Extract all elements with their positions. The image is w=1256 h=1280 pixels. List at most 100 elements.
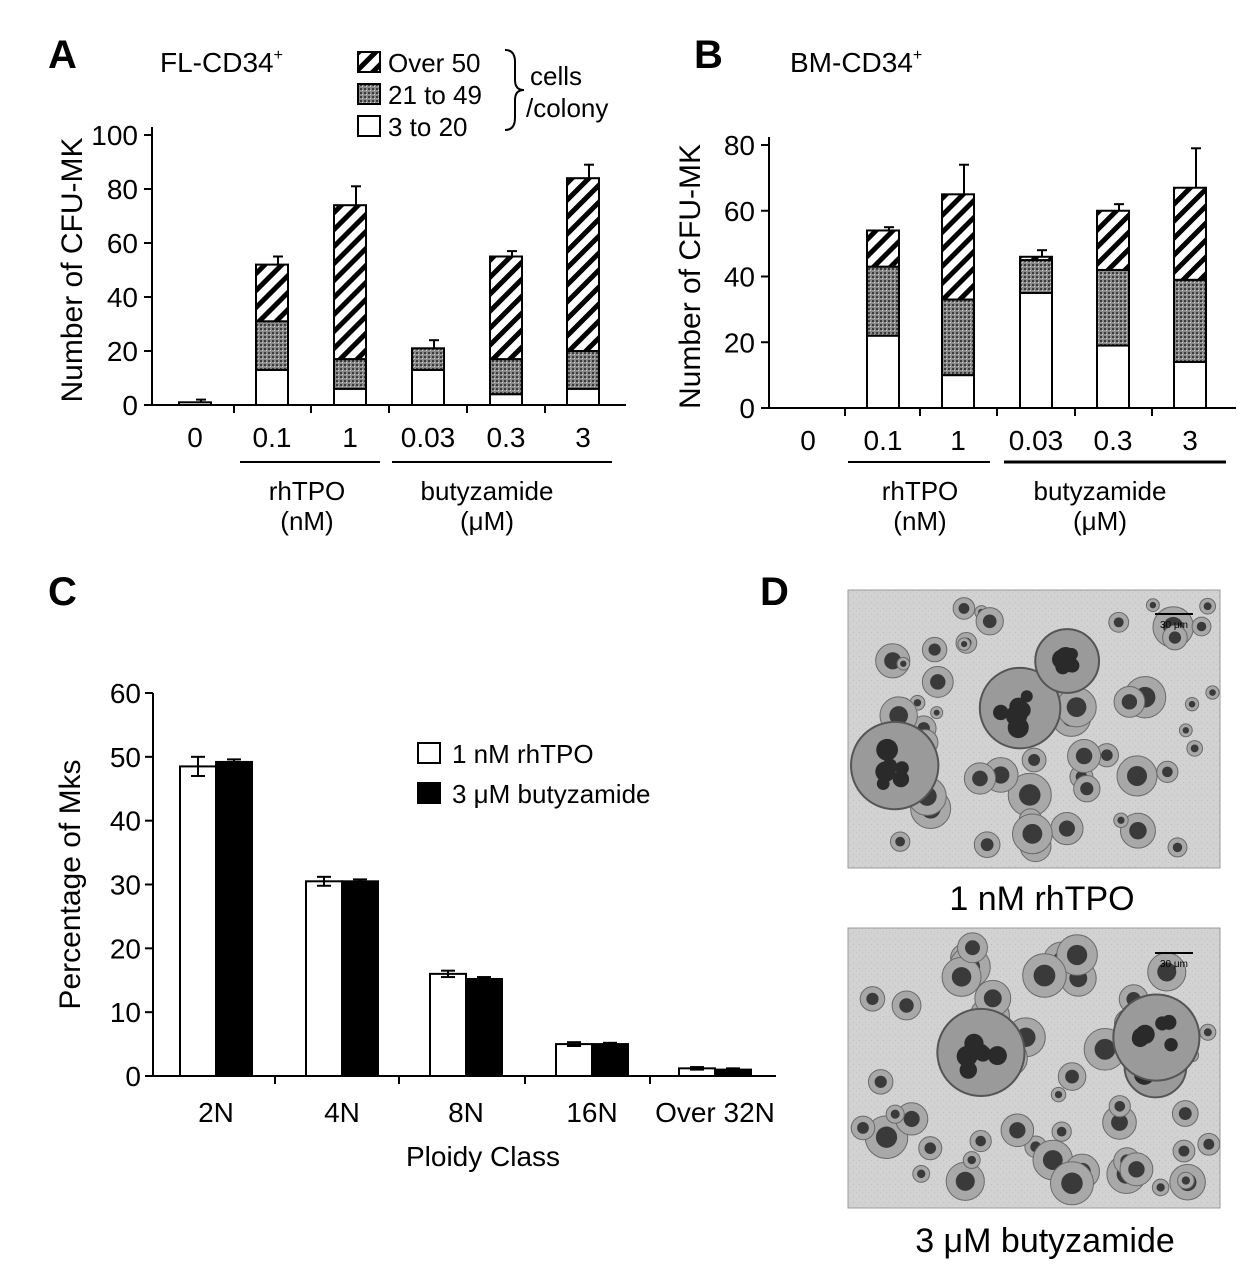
cell-nucleus — [1042, 1150, 1063, 1170]
x-tick-label: Over 32N — [655, 1097, 775, 1128]
legend-swatch-butyzamide — [417, 782, 441, 804]
cell-nucleus — [1196, 621, 1207, 632]
cell-nucleus — [980, 838, 994, 852]
panel-b-title: BM-CD34+ — [790, 47, 922, 78]
cell-nucleus — [1181, 1176, 1191, 1185]
cell-nucleus — [1188, 700, 1196, 708]
bar-segment — [866, 229, 900, 268]
bar — [465, 977, 503, 1077]
panel-letter-d: D — [760, 570, 789, 614]
megakaryocyte-nucleus — [882, 758, 898, 774]
cell-nucleus — [1178, 1145, 1190, 1157]
panel-a-title: FL-CD34+ — [160, 47, 283, 78]
cell-nucleus — [1117, 816, 1125, 824]
panel-a-title-text: FL-CD34 — [160, 47, 274, 78]
y-tick-label: 60 — [110, 678, 141, 709]
cell-nucleus — [967, 1155, 976, 1165]
cell-nucleus — [1203, 602, 1212, 611]
megakaryocyte-nucleus — [1065, 648, 1078, 661]
cell-nucleus — [1168, 631, 1182, 644]
cell-nucleus — [899, 998, 914, 1013]
y-tick-label: 60 — [724, 196, 755, 227]
micrograph-1-scale-label: 30 μm — [1160, 620, 1188, 631]
bar-segment — [1173, 278, 1207, 363]
legend-swatch-3to20 — [357, 115, 381, 137]
bar — [555, 1043, 593, 1078]
cell-nucleus — [1054, 1090, 1063, 1099]
cell-nucleus — [1129, 821, 1147, 840]
micrograph-1: 30 μm — [847, 589, 1221, 869]
cell-nucleus — [916, 1169, 926, 1179]
bar-segment — [1096, 344, 1130, 410]
x-tick-label: 8N — [448, 1097, 484, 1128]
y-tick-label: 20 — [107, 336, 138, 367]
cell-nucleus — [866, 992, 879, 1006]
y-tick-label: 40 — [724, 262, 755, 293]
legend-c: 1 nM rhTPO 3 μM butyzamide — [417, 739, 651, 809]
cell-nucleus — [1018, 784, 1041, 806]
cell-nucleus — [928, 643, 941, 656]
x-tick-label: 0.1 — [253, 422, 292, 453]
cell-nucleus — [1113, 617, 1124, 628]
y-tick-label: 60 — [107, 228, 138, 259]
panel-letter-a: A — [48, 33, 77, 77]
cell-nucleus — [965, 940, 980, 956]
legend-label-3to20: 3 to 20 — [388, 112, 468, 142]
cell-nucleus — [1162, 766, 1173, 778]
cell-nucleus — [1065, 1069, 1079, 1084]
legend-cells-label: cells — [530, 61, 582, 91]
rhtpo-label-a: rhTPO — [269, 476, 346, 506]
panel-a-title-sup: + — [274, 47, 283, 64]
cell-nucleus — [1149, 601, 1157, 609]
megakaryocyte-nucleus — [1132, 1027, 1150, 1045]
bar-segment — [1019, 255, 1053, 262]
bar-segment — [566, 350, 600, 390]
cell-nucleus — [857, 1122, 869, 1134]
rhtpo-unit-a: (nM) — [280, 506, 333, 536]
cell-nucleus — [992, 766, 1010, 784]
panel-b-title-sup: + — [913, 47, 922, 64]
cell-nucleus — [1009, 1122, 1026, 1139]
cell-nucleus — [1075, 747, 1093, 765]
cell-nucleus — [1209, 689, 1216, 696]
bar-segment — [255, 320, 289, 371]
bar — [215, 760, 253, 1077]
cell-nucleus — [961, 640, 968, 648]
megakaryocyte — [1112, 993, 1201, 1082]
cell-nucleus — [1101, 749, 1113, 762]
y-axis-label: Number of CFU-MK — [674, 144, 707, 409]
cell-nucleus — [900, 660, 907, 667]
cell-nucleus — [1033, 964, 1056, 987]
cell-nucleus — [1182, 727, 1190, 734]
y-tick-label: 10 — [110, 997, 141, 1028]
rhtpo-unit-b: (nM) — [893, 506, 946, 536]
legend-label-over50: Over 50 — [388, 48, 481, 78]
panel-letter-c: C — [48, 570, 77, 614]
bar-segment — [255, 368, 289, 406]
bar — [591, 1043, 629, 1078]
legend-swatch-over50 — [357, 51, 381, 73]
legend-ab: Over 50 21 to 49 3 to 20 cells /colony — [357, 48, 608, 142]
y-tick-label: 40 — [107, 282, 138, 313]
x-tick-label: 0.03 — [1009, 425, 1064, 456]
bar — [179, 765, 217, 1077]
cell-nucleus — [1066, 697, 1087, 718]
y-tick-label: 20 — [724, 327, 755, 358]
y-tick-label: 30 — [110, 870, 141, 901]
bar-segment — [566, 177, 600, 352]
cell-nucleus — [1190, 744, 1199, 753]
group-labels-a: rhTPO (nM) butyzamide (μM) — [240, 461, 612, 536]
x-tick-label: 16N — [566, 1097, 617, 1128]
y-tick-label: 0 — [739, 393, 755, 424]
bar-segment — [1019, 259, 1053, 294]
y-tick-label: 0 — [125, 1061, 141, 1092]
micrograph-2: 30 μm — [847, 927, 1221, 1209]
x-tick-label: 3 — [575, 422, 591, 453]
butyzamide-label-a: butyzamide — [421, 476, 554, 506]
y-tick-label: 0 — [122, 390, 138, 421]
bar-segment — [411, 347, 445, 371]
cell-nucleus — [889, 706, 909, 725]
bar — [429, 972, 467, 1077]
bar-segment — [1173, 360, 1207, 410]
legend-brace — [504, 49, 525, 131]
